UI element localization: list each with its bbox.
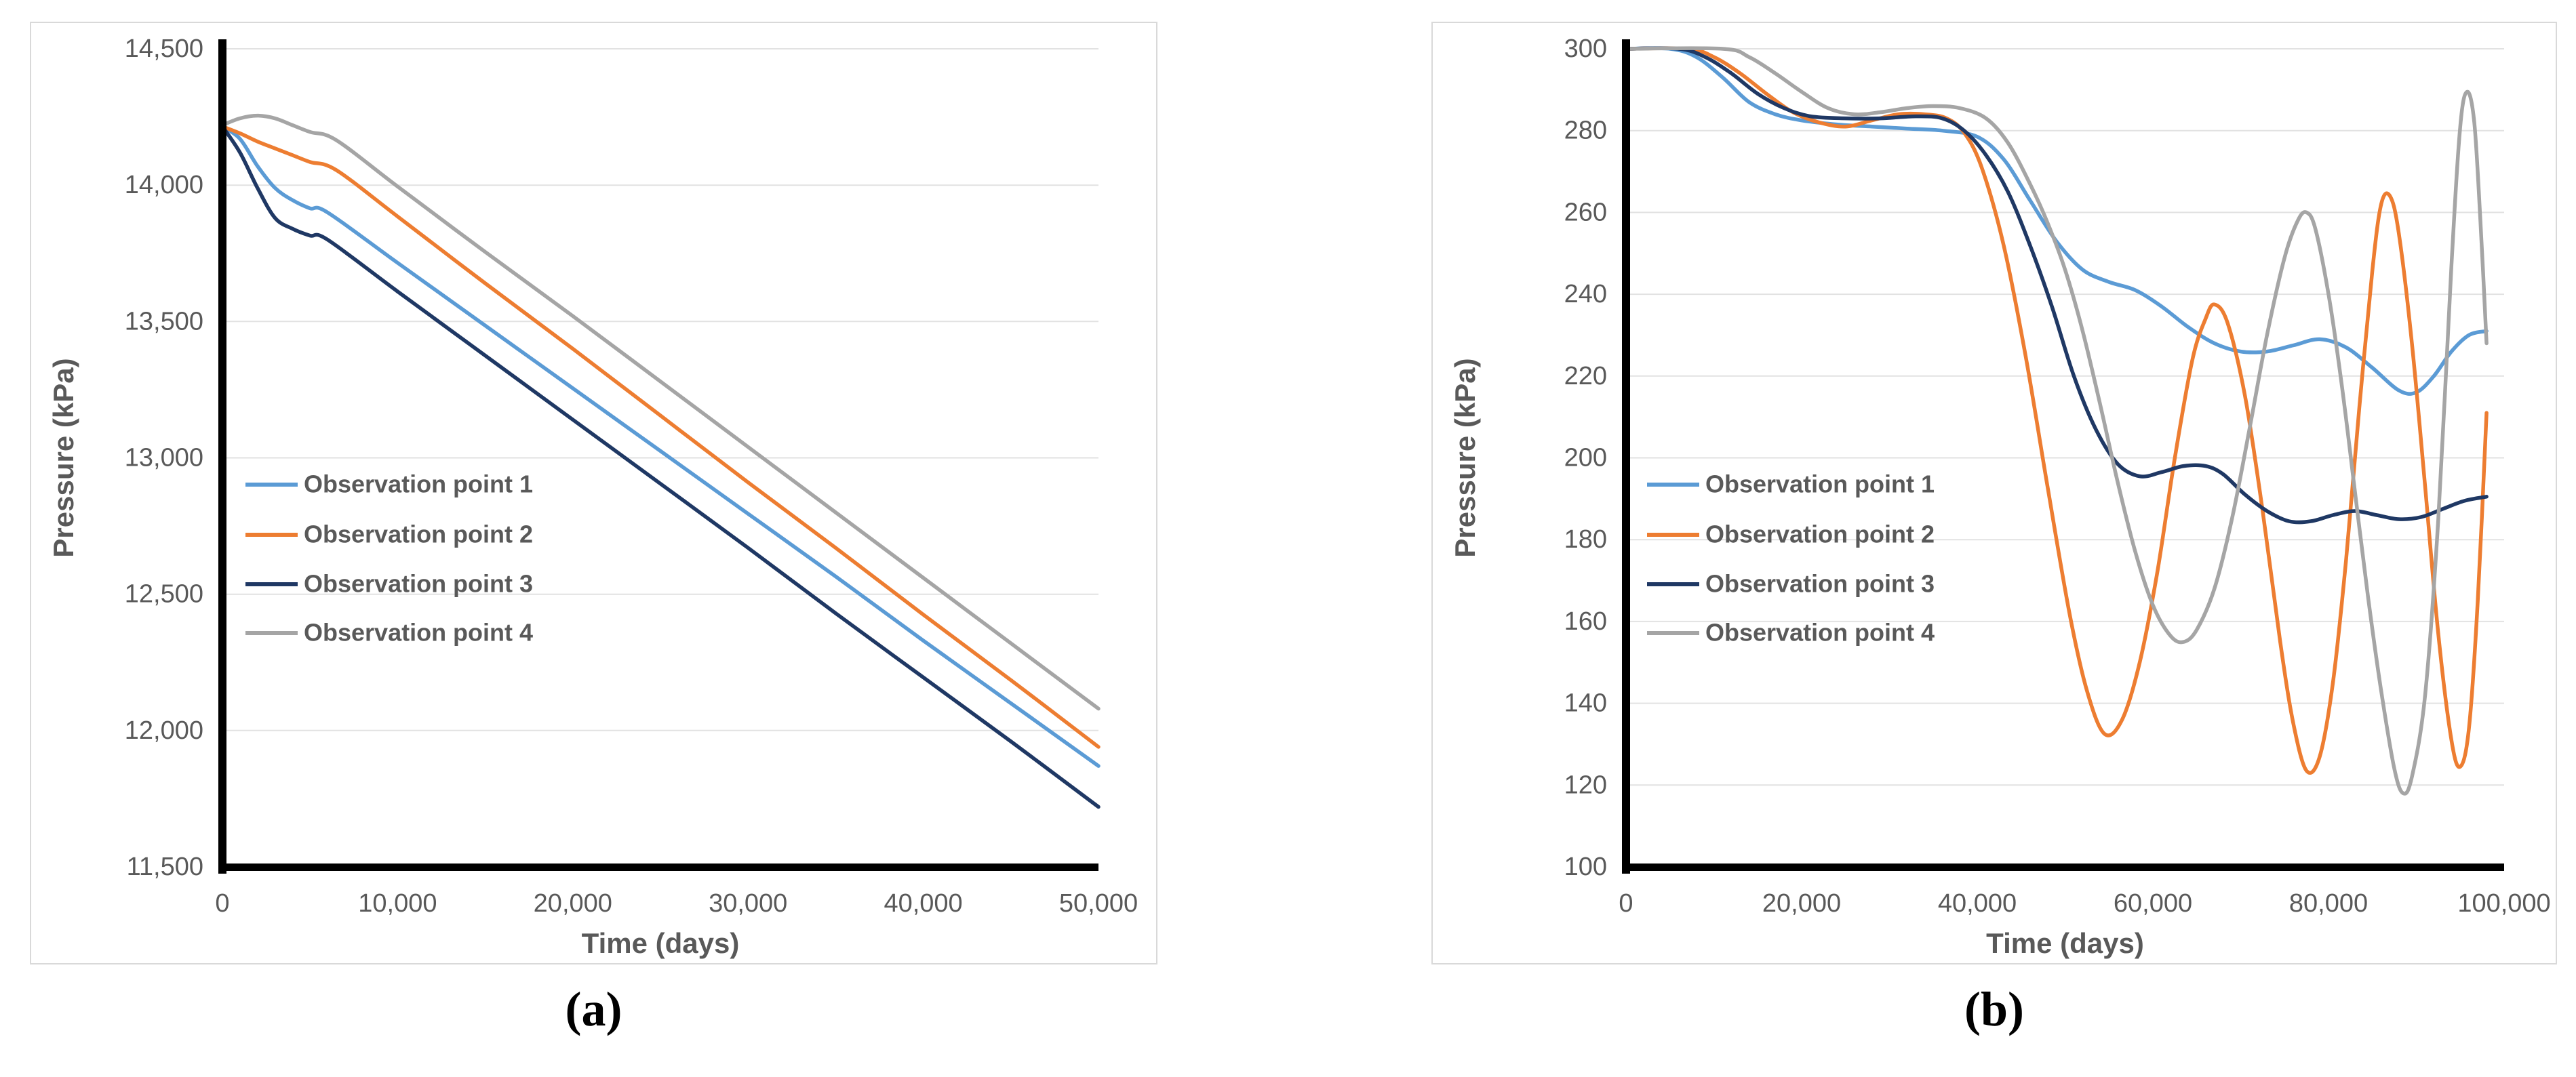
y-tick-label: 12,500 [125,580,203,609]
y-axis-line [1622,39,1630,874]
series-line-2 [1624,46,2489,775]
x-tick-label: 40,000 [1938,889,2017,918]
y-axis-line [218,39,226,874]
legend-label: Observation point 1 [304,470,533,498]
y-tick-label: 14,000 [125,171,203,199]
y-tick-label: 180 [1564,525,1607,554]
legend-label: Observation point 4 [304,619,533,647]
y-tick-label: 13,500 [125,307,203,336]
y-tick-label: 13,000 [125,444,203,472]
x-tick-label: 10,000 [358,889,437,918]
chart-canvas-a: 14,500 14,000 13,500 13,000 12,500 12,000 11,5… [31,23,1156,963]
x-tick-label: 80,000 [2289,889,2368,918]
x-axis-title: Time (days) [1986,927,2144,959]
legend-label: Observation point 4 [1705,619,1935,647]
legend-item: Observation point 4 [1647,619,1935,647]
y-tick-label: 280 [1564,117,1607,145]
y-axis-title: Pressure (kPa) [47,358,79,557]
legend-item: Observation point 2 [245,521,533,548]
y-tick-label: 200 [1564,444,1607,472]
chart-canvas-b: 300 280 260 240 220 200 180 160 140 120 100 0 20,000… [1433,23,2556,963]
series-line-1 [1624,46,2489,396]
y-tick-label: 260 [1564,198,1607,226]
x-tick-label: 60,000 [2114,889,2192,918]
x-tick-label: 50,000 [1059,889,1138,918]
x-axis-title: Time (days) [582,927,740,959]
x-tick-label: 0 [1619,889,1633,918]
legend-item: Observation point 2 [1647,521,1935,548]
legend-label: Observation point 3 [304,570,533,598]
y-tick-label: 12,000 [125,716,203,745]
x-tick-label: 40,000 [884,889,962,918]
y-tick-label: 120 [1564,771,1607,799]
legend-item: Observation point 3 [1647,570,1935,598]
y-tick-label: 100 [1564,853,1607,881]
line-chart-a: 14,500 14,000 13,500 13,000 12,500 12,000 11,5… [47,35,1138,959]
chart-panel-b: 300 280 260 240 220 200 180 160 140 120 100 0 20,000… [1431,22,2557,964]
series-line-1 [220,124,1101,768]
x-tick-label: 20,000 [1762,889,1841,918]
y-tick-label: 240 [1564,280,1607,308]
series-line-4 [220,113,1101,711]
legend-label: Observation point 2 [1705,521,1935,548]
x-tick-label: 30,000 [709,889,787,918]
series-line-4 [1624,46,2489,796]
x-axis-line [1622,863,2504,871]
legend-item: Observation point 4 [245,619,533,647]
y-tick-label: 140 [1564,689,1607,718]
legend-item: Observation point 1 [1647,470,1935,498]
line-chart-b: 300 280 260 240 220 200 180 160 140 120 100 0 20,000… [1449,35,2551,959]
y-tick-label: 14,500 [125,35,203,63]
y-axis-title: Pressure (kPa) [1449,358,1481,557]
legend-label: Observation point 3 [1705,570,1935,598]
x-tick-label: 0 [215,889,229,918]
caption-b: (b) [1964,982,2024,1036]
y-tick-label: 11,500 [127,853,203,881]
y-tick-label: 300 [1564,35,1607,63]
x-axis-line [218,863,1098,871]
caption-a: (a) [565,982,622,1036]
y-tick-label: 160 [1564,607,1607,636]
series-line-3 [220,124,1101,809]
legend-label: Observation point 1 [1705,470,1935,498]
chart-panel-a: 14,500 14,000 13,500 13,000 12,500 12,000 11,5… [30,22,1157,964]
x-tick-label: 20,000 [534,889,612,918]
x-tick-label: 100,000 [2457,889,2550,918]
legend-label: Observation point 2 [304,521,533,548]
legend-item: Observation point 3 [245,570,533,598]
y-tick-label: 220 [1564,362,1607,390]
legend-item: Observation point 1 [245,470,533,498]
series-line-3 [1624,46,2489,525]
series-line-2 [220,124,1101,749]
